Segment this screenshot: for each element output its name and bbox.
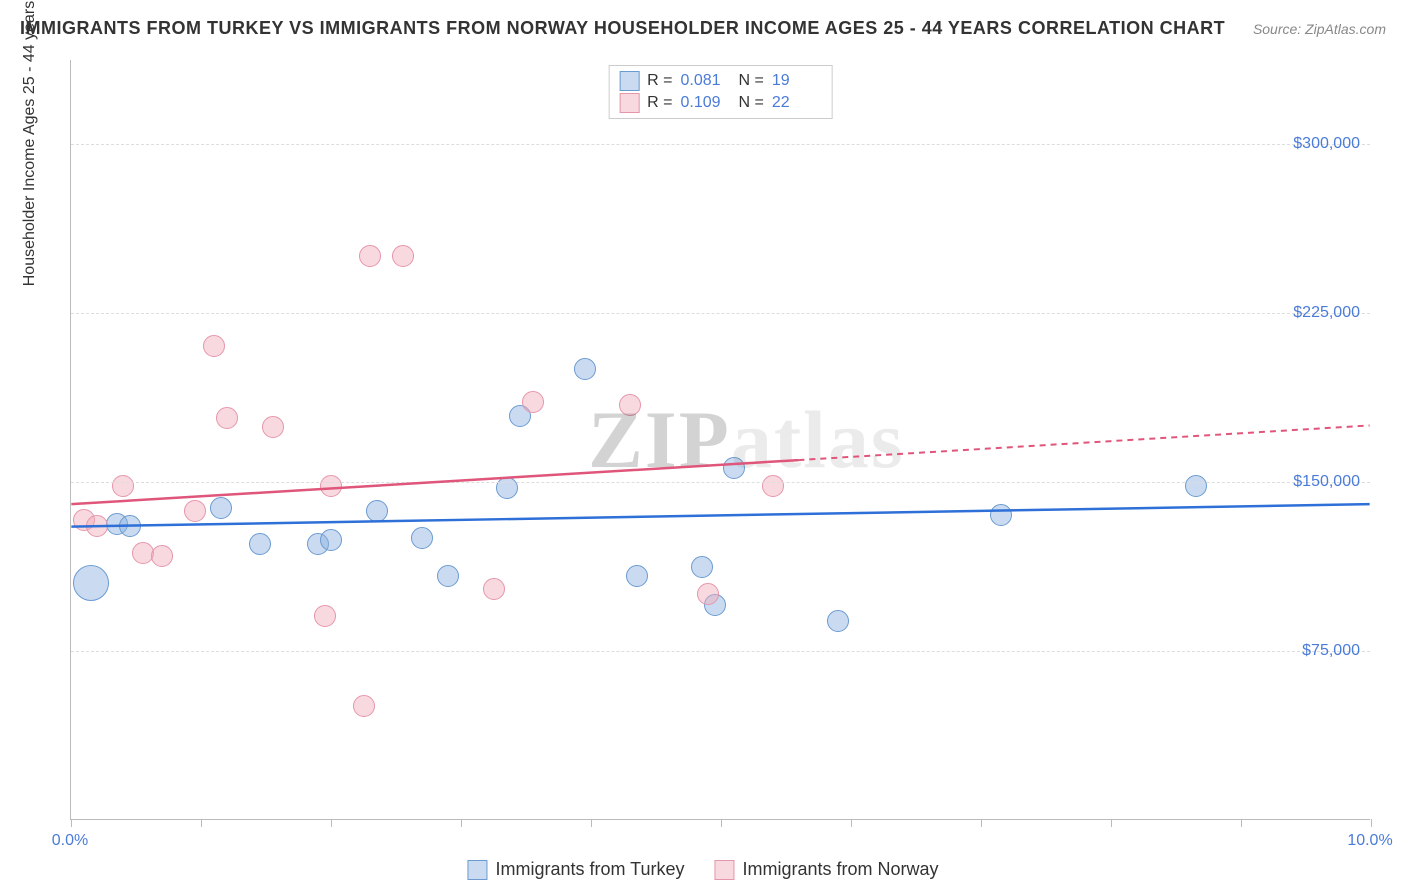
n-value-turkey: 19 (772, 72, 822, 90)
legend-label-norway: Immigrants from Norway (743, 859, 939, 880)
data-point (119, 515, 141, 537)
legend-item-norway: Immigrants from Norway (715, 859, 939, 880)
r-label: R = (647, 94, 672, 112)
source-attribution: Source: ZipAtlas.com (1253, 21, 1386, 37)
data-point (249, 533, 271, 555)
x-tick (1241, 819, 1242, 827)
data-point (151, 545, 173, 567)
data-point (320, 529, 342, 551)
swatch-norway (619, 93, 639, 113)
series-legend: Immigrants from Turkey Immigrants from N… (467, 859, 938, 880)
data-point (203, 335, 225, 357)
data-point (86, 515, 108, 537)
gridline (71, 651, 1370, 652)
legend-row-turkey: R = 0.081 N = 19 (619, 70, 822, 92)
swatch-turkey-bottom (467, 860, 487, 880)
data-point (210, 497, 232, 519)
y-tick-label: $300,000 (1293, 135, 1360, 153)
data-point (619, 394, 641, 416)
data-point (522, 391, 544, 413)
y-axis-label: Householder Income Ages 25 - 44 years (21, 1, 39, 287)
data-point (626, 565, 648, 587)
data-point (366, 500, 388, 522)
data-point (359, 245, 381, 267)
y-tick-label: $225,000 (1293, 304, 1360, 322)
data-point (574, 358, 596, 380)
n-value-norway: 22 (772, 94, 822, 112)
legend-label-turkey: Immigrants from Turkey (495, 859, 684, 880)
data-point (697, 583, 719, 605)
gridline (71, 482, 1370, 483)
r-label: R = (647, 72, 672, 90)
scatter-plot (71, 60, 1370, 819)
n-label: N = (739, 94, 764, 112)
x-tick (1371, 819, 1372, 827)
x-tick (1111, 819, 1112, 827)
data-point (723, 457, 745, 479)
x-tick (71, 819, 72, 827)
swatch-norway-bottom (715, 860, 735, 880)
chart-title: IMMIGRANTS FROM TURKEY VS IMMIGRANTS FRO… (20, 18, 1225, 39)
chart-header: IMMIGRANTS FROM TURKEY VS IMMIGRANTS FRO… (20, 18, 1386, 39)
x-tick-label: 0.0% (52, 832, 88, 850)
x-tick (721, 819, 722, 827)
x-tick (201, 819, 202, 827)
x-tick (461, 819, 462, 827)
swatch-turkey (619, 71, 639, 91)
correlation-legend: R = 0.081 N = 19 R = 0.109 N = 22 (608, 65, 833, 119)
gridline (71, 313, 1370, 314)
chart-plot-area: ZIPatlas R = 0.081 N = 19 R = 0.109 N = … (70, 60, 1370, 820)
data-point (320, 475, 342, 497)
data-point (392, 245, 414, 267)
y-tick-label: $75,000 (1302, 642, 1360, 660)
x-tick (981, 819, 982, 827)
r-value-norway: 0.109 (681, 94, 731, 112)
data-point (314, 605, 336, 627)
data-point (411, 527, 433, 549)
y-tick-label: $150,000 (1293, 473, 1360, 491)
data-point (73, 565, 109, 601)
gridline (71, 144, 1370, 145)
data-point (990, 504, 1012, 526)
legend-item-turkey: Immigrants from Turkey (467, 859, 684, 880)
r-value-turkey: 0.081 (681, 72, 731, 90)
data-point (496, 477, 518, 499)
x-tick (331, 819, 332, 827)
data-point (483, 578, 505, 600)
data-point (216, 407, 238, 429)
legend-row-norway: R = 0.109 N = 22 (619, 92, 822, 114)
x-tick-label: 10.0% (1347, 832, 1392, 850)
data-point (353, 695, 375, 717)
data-point (691, 556, 713, 578)
data-point (827, 610, 849, 632)
data-point (184, 500, 206, 522)
n-label: N = (739, 72, 764, 90)
data-point (762, 475, 784, 497)
x-tick (851, 819, 852, 827)
data-point (437, 565, 459, 587)
data-point (262, 416, 284, 438)
x-tick (591, 819, 592, 827)
data-point (1185, 475, 1207, 497)
data-point (112, 475, 134, 497)
